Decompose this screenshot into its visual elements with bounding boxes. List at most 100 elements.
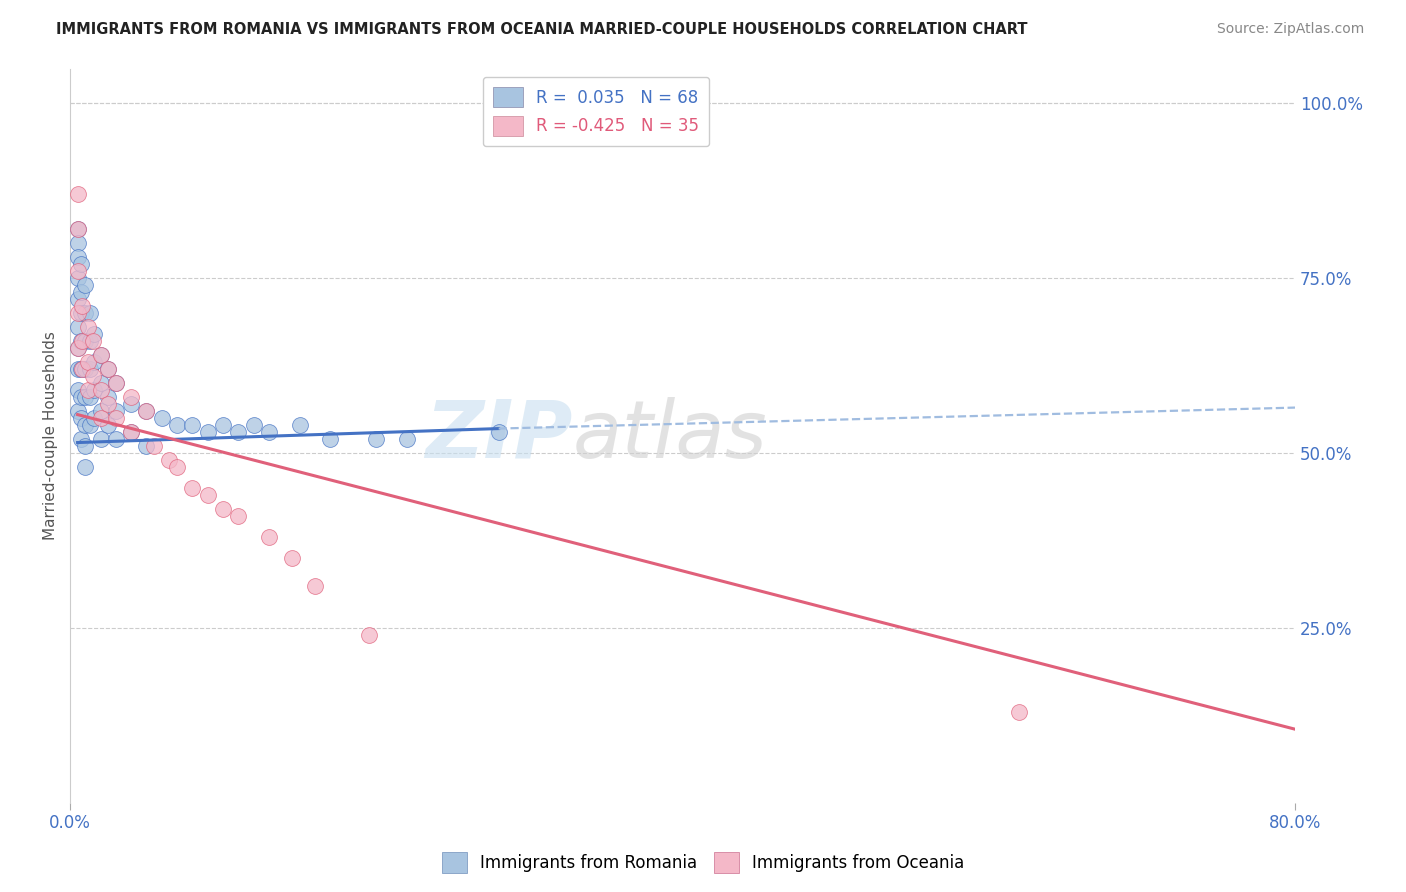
Point [69, 257, 91, 271]
Point [395, 432, 418, 446]
Point [257, 530, 280, 544]
Point [97, 397, 120, 411]
Point [181, 418, 204, 433]
Point [319, 432, 342, 446]
Point [66, 306, 89, 320]
Point [90, 411, 112, 425]
Point [69, 362, 91, 376]
Point [66, 222, 89, 236]
Point [75, 362, 97, 376]
Point [70, 299, 93, 313]
Legend: Immigrants from Romania, Immigrants from Oceania: Immigrants from Romania, Immigrants from… [434, 846, 972, 880]
Point [304, 579, 326, 593]
Point [82, 334, 104, 348]
Point [104, 432, 127, 446]
Point [66, 264, 89, 278]
Point [83, 327, 105, 342]
Point [82, 369, 104, 384]
Point [97, 362, 120, 376]
Point [66, 187, 89, 202]
Point [75, 460, 97, 475]
Point [66, 236, 89, 251]
Point [75, 278, 97, 293]
Point [66, 383, 89, 397]
Text: IMMIGRANTS FROM ROMANIA VS IMMIGRANTS FROM OCEANIA MARRIED-COUPLE HOUSEHOLDS COR: IMMIGRANTS FROM ROMANIA VS IMMIGRANTS FR… [56, 22, 1028, 37]
Point [120, 425, 142, 439]
Point [135, 404, 157, 418]
Point [75, 418, 97, 433]
Point [135, 404, 157, 418]
Point [79, 418, 101, 433]
Point [90, 404, 112, 418]
Point [70, 334, 93, 348]
Point [97, 362, 120, 376]
Point [97, 390, 120, 404]
Point [228, 508, 250, 523]
Y-axis label: Married-couple Households: Married-couple Households [44, 331, 58, 540]
Point [159, 453, 181, 467]
Point [79, 306, 101, 320]
Point [150, 411, 173, 425]
Text: ZIP: ZIP [425, 397, 572, 475]
Point [120, 397, 142, 411]
Point [104, 376, 127, 391]
Point [69, 390, 91, 404]
Point [66, 271, 89, 285]
Point [212, 502, 235, 516]
Point [66, 341, 89, 355]
Point [197, 488, 219, 502]
Point [120, 390, 142, 404]
Point [66, 341, 89, 355]
Point [90, 376, 112, 391]
Text: atlas: atlas [572, 397, 766, 475]
Point [69, 306, 91, 320]
Point [90, 383, 112, 397]
Point [166, 418, 188, 433]
Point [66, 222, 89, 236]
Point [69, 334, 91, 348]
Point [104, 376, 127, 391]
Point [357, 628, 380, 642]
Point [90, 348, 112, 362]
Point [75, 334, 97, 348]
Point [228, 425, 250, 439]
Point [488, 425, 510, 439]
Point [69, 285, 91, 300]
Point [69, 432, 91, 446]
Point [79, 390, 101, 404]
Point [75, 439, 97, 453]
Point [79, 334, 101, 348]
Point [77, 320, 100, 334]
Point [181, 481, 204, 495]
Point [104, 404, 127, 418]
Text: Source: ZipAtlas.com: Source: ZipAtlas.com [1216, 22, 1364, 37]
Point [143, 439, 166, 453]
Point [79, 362, 101, 376]
Point [281, 550, 304, 565]
Point [366, 432, 388, 446]
Point [75, 306, 97, 320]
Point [66, 404, 89, 418]
Point [212, 418, 235, 433]
Point [242, 418, 264, 433]
Point [83, 383, 105, 397]
Point [83, 355, 105, 369]
Point [66, 292, 89, 306]
Legend: R =  0.035   N = 68, R = -0.425   N = 35: R = 0.035 N = 68, R = -0.425 N = 35 [482, 77, 709, 146]
Point [257, 425, 280, 439]
Point [77, 355, 100, 369]
Point [120, 425, 142, 439]
Point [135, 439, 157, 453]
Point [104, 411, 127, 425]
Point [1008, 705, 1031, 719]
Point [77, 383, 100, 397]
Point [70, 362, 93, 376]
Point [90, 348, 112, 362]
Point [66, 250, 89, 264]
Point [66, 362, 89, 376]
Point [69, 411, 91, 425]
Point [75, 390, 97, 404]
Point [166, 460, 188, 475]
Point [83, 411, 105, 425]
Point [288, 418, 311, 433]
